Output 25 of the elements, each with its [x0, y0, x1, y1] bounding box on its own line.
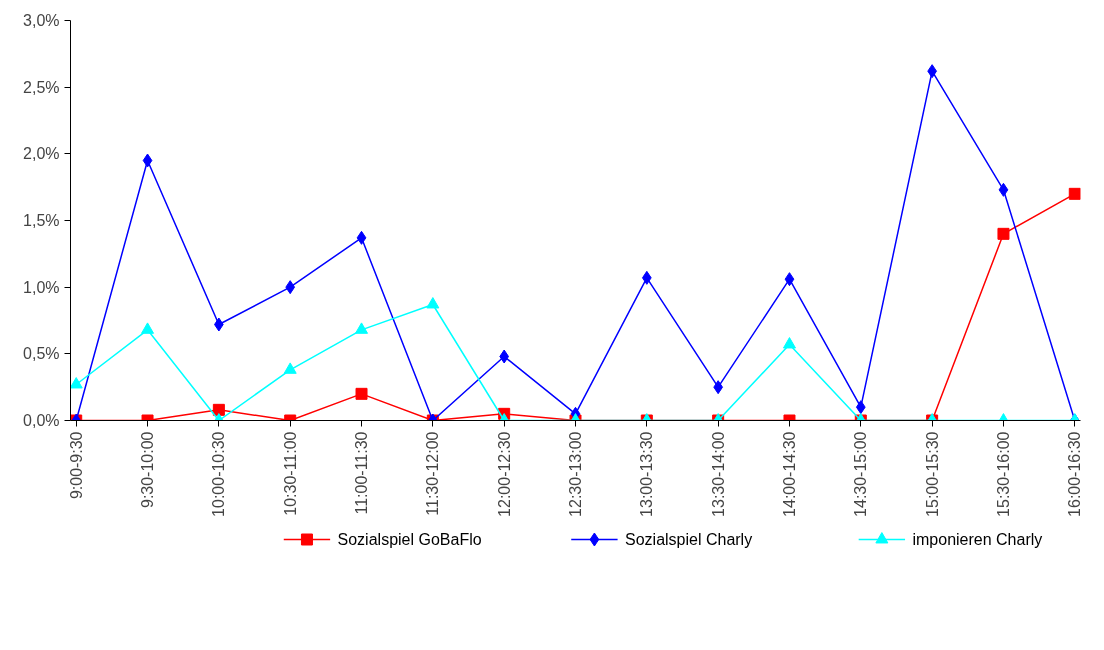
x-tick-label: 15:00-15:30: [923, 431, 941, 517]
x-tick-label: 10:00-10:30: [210, 431, 228, 517]
legend-label: Sozialspiel Charly: [625, 531, 753, 548]
x-tick-label: 9:00-9:30: [67, 431, 85, 500]
y-tick-label: 2,5%: [23, 78, 60, 96]
y-tick-label: 0,0%: [23, 412, 60, 429]
x-tick-label: 11:30-12:00: [424, 431, 442, 516]
x-tick-label: 13:30-14:00: [709, 431, 727, 517]
y-tick-label: 1,5%: [23, 212, 60, 229]
y-tick-label: 3,0%: [23, 12, 60, 29]
x-tick-label: 12:30-13:00: [567, 431, 584, 517]
x-tick-label: 11:00-11:30: [353, 431, 371, 515]
y-tick-label: 1,0%: [23, 278, 60, 296]
x-tick-label: 14:00-14:30: [780, 431, 798, 517]
legend-label: imponieren Charly: [912, 531, 1043, 548]
x-tick-label: 10:30-11:00: [281, 431, 299, 516]
x-tick-label: 14:30-15:00: [852, 431, 870, 517]
x-tick-label: 12:00-12:30: [495, 431, 513, 517]
y-tick-label: 2,0%: [23, 145, 60, 163]
x-tick-label: 9:30-10:00: [139, 431, 157, 509]
legend-label: Sozialspiel GoBaFlo: [337, 531, 482, 548]
y-tick-label: 0,5%: [23, 345, 60, 363]
x-tick-label: 16:00-16:30: [1066, 431, 1084, 517]
x-tick-label: 13:00-13:30: [638, 431, 656, 517]
x-tick-label: 15:30-16:00: [994, 431, 1012, 517]
